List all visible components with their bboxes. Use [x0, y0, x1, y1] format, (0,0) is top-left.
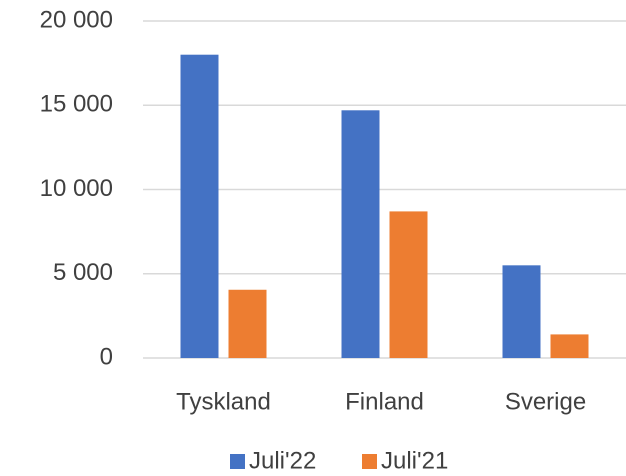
y-tick-label: 10 000 [40, 175, 113, 202]
bar [389, 211, 428, 358]
x-tick-label: Sverige [505, 388, 586, 415]
x-tick-label: Tyskland [176, 388, 271, 415]
bar [180, 54, 219, 358]
bar [228, 289, 267, 358]
bar [341, 110, 380, 359]
bar [550, 334, 589, 358]
y-tick-label: 20 000 [40, 6, 113, 33]
legend-swatch [362, 454, 377, 469]
bar [502, 265, 541, 358]
y-tick-label: 15 000 [40, 91, 113, 118]
y-tick-label: 5 000 [53, 259, 113, 286]
legend-label: Juli'22 [249, 447, 316, 474]
legend-label: Juli'21 [381, 447, 448, 474]
y-tick-label: 0 [100, 343, 113, 370]
x-tick-label: Finland [345, 388, 424, 415]
legend-swatch [230, 454, 245, 469]
